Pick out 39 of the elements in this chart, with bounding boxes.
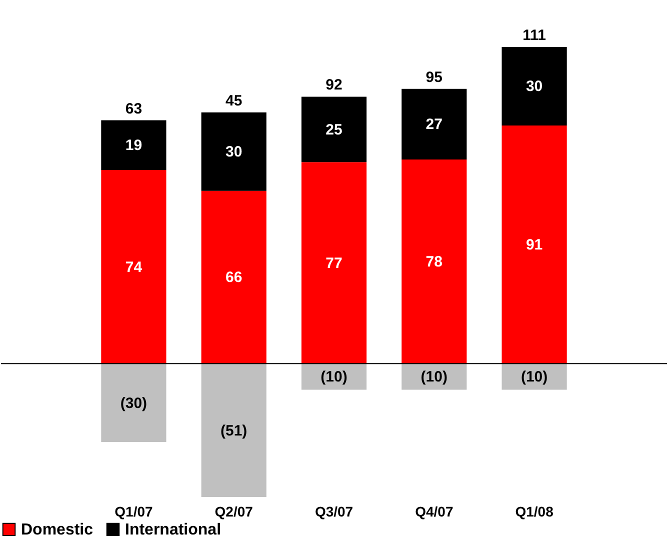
bar <box>301 162 367 364</box>
x-tick-label: Q1/08 <box>515 504 554 520</box>
data-label: 66 <box>226 269 242 286</box>
legend-label: Domestic <box>21 521 94 538</box>
bar <box>101 170 166 364</box>
data-label: (10) <box>320 368 348 386</box>
data-label: 78 <box>426 254 442 271</box>
data-label: 74 <box>125 258 143 276</box>
data-label: 25 <box>326 121 342 138</box>
bar <box>101 120 166 170</box>
total-label: 45 <box>226 92 242 110</box>
total-label: 95 <box>426 68 442 86</box>
x-tick-label: Q4/07 <box>415 504 454 520</box>
bar <box>201 112 266 191</box>
data-label: 77 <box>326 254 342 272</box>
total-label: 92 <box>326 76 342 94</box>
bar <box>402 88 467 160</box>
bar <box>301 96 367 162</box>
bar <box>201 190 266 364</box>
x-tick-label: Q3/07 <box>314 504 354 520</box>
bar <box>502 125 567 364</box>
legend-label: International <box>125 521 222 538</box>
bar <box>101 364 166 442</box>
data-label: 30 <box>526 78 543 96</box>
data-label: 19 <box>125 137 142 154</box>
data-label: 30 <box>226 144 242 161</box>
data-label: 91 <box>526 236 543 254</box>
data-label: (30) <box>120 394 148 412</box>
x-tick-label: Q2/07 <box>214 504 254 520</box>
total-label: 63 <box>125 100 142 118</box>
data-label: (10) <box>420 368 448 386</box>
bar <box>201 364 266 497</box>
data-label: (10) <box>520 368 548 386</box>
total-label: 111 <box>522 27 546 44</box>
data-label: (51) <box>220 422 248 440</box>
data-label: 27 <box>426 116 442 134</box>
x-tick-label: Q1/07 <box>114 504 153 520</box>
bar <box>502 47 567 126</box>
bar <box>402 160 467 364</box>
